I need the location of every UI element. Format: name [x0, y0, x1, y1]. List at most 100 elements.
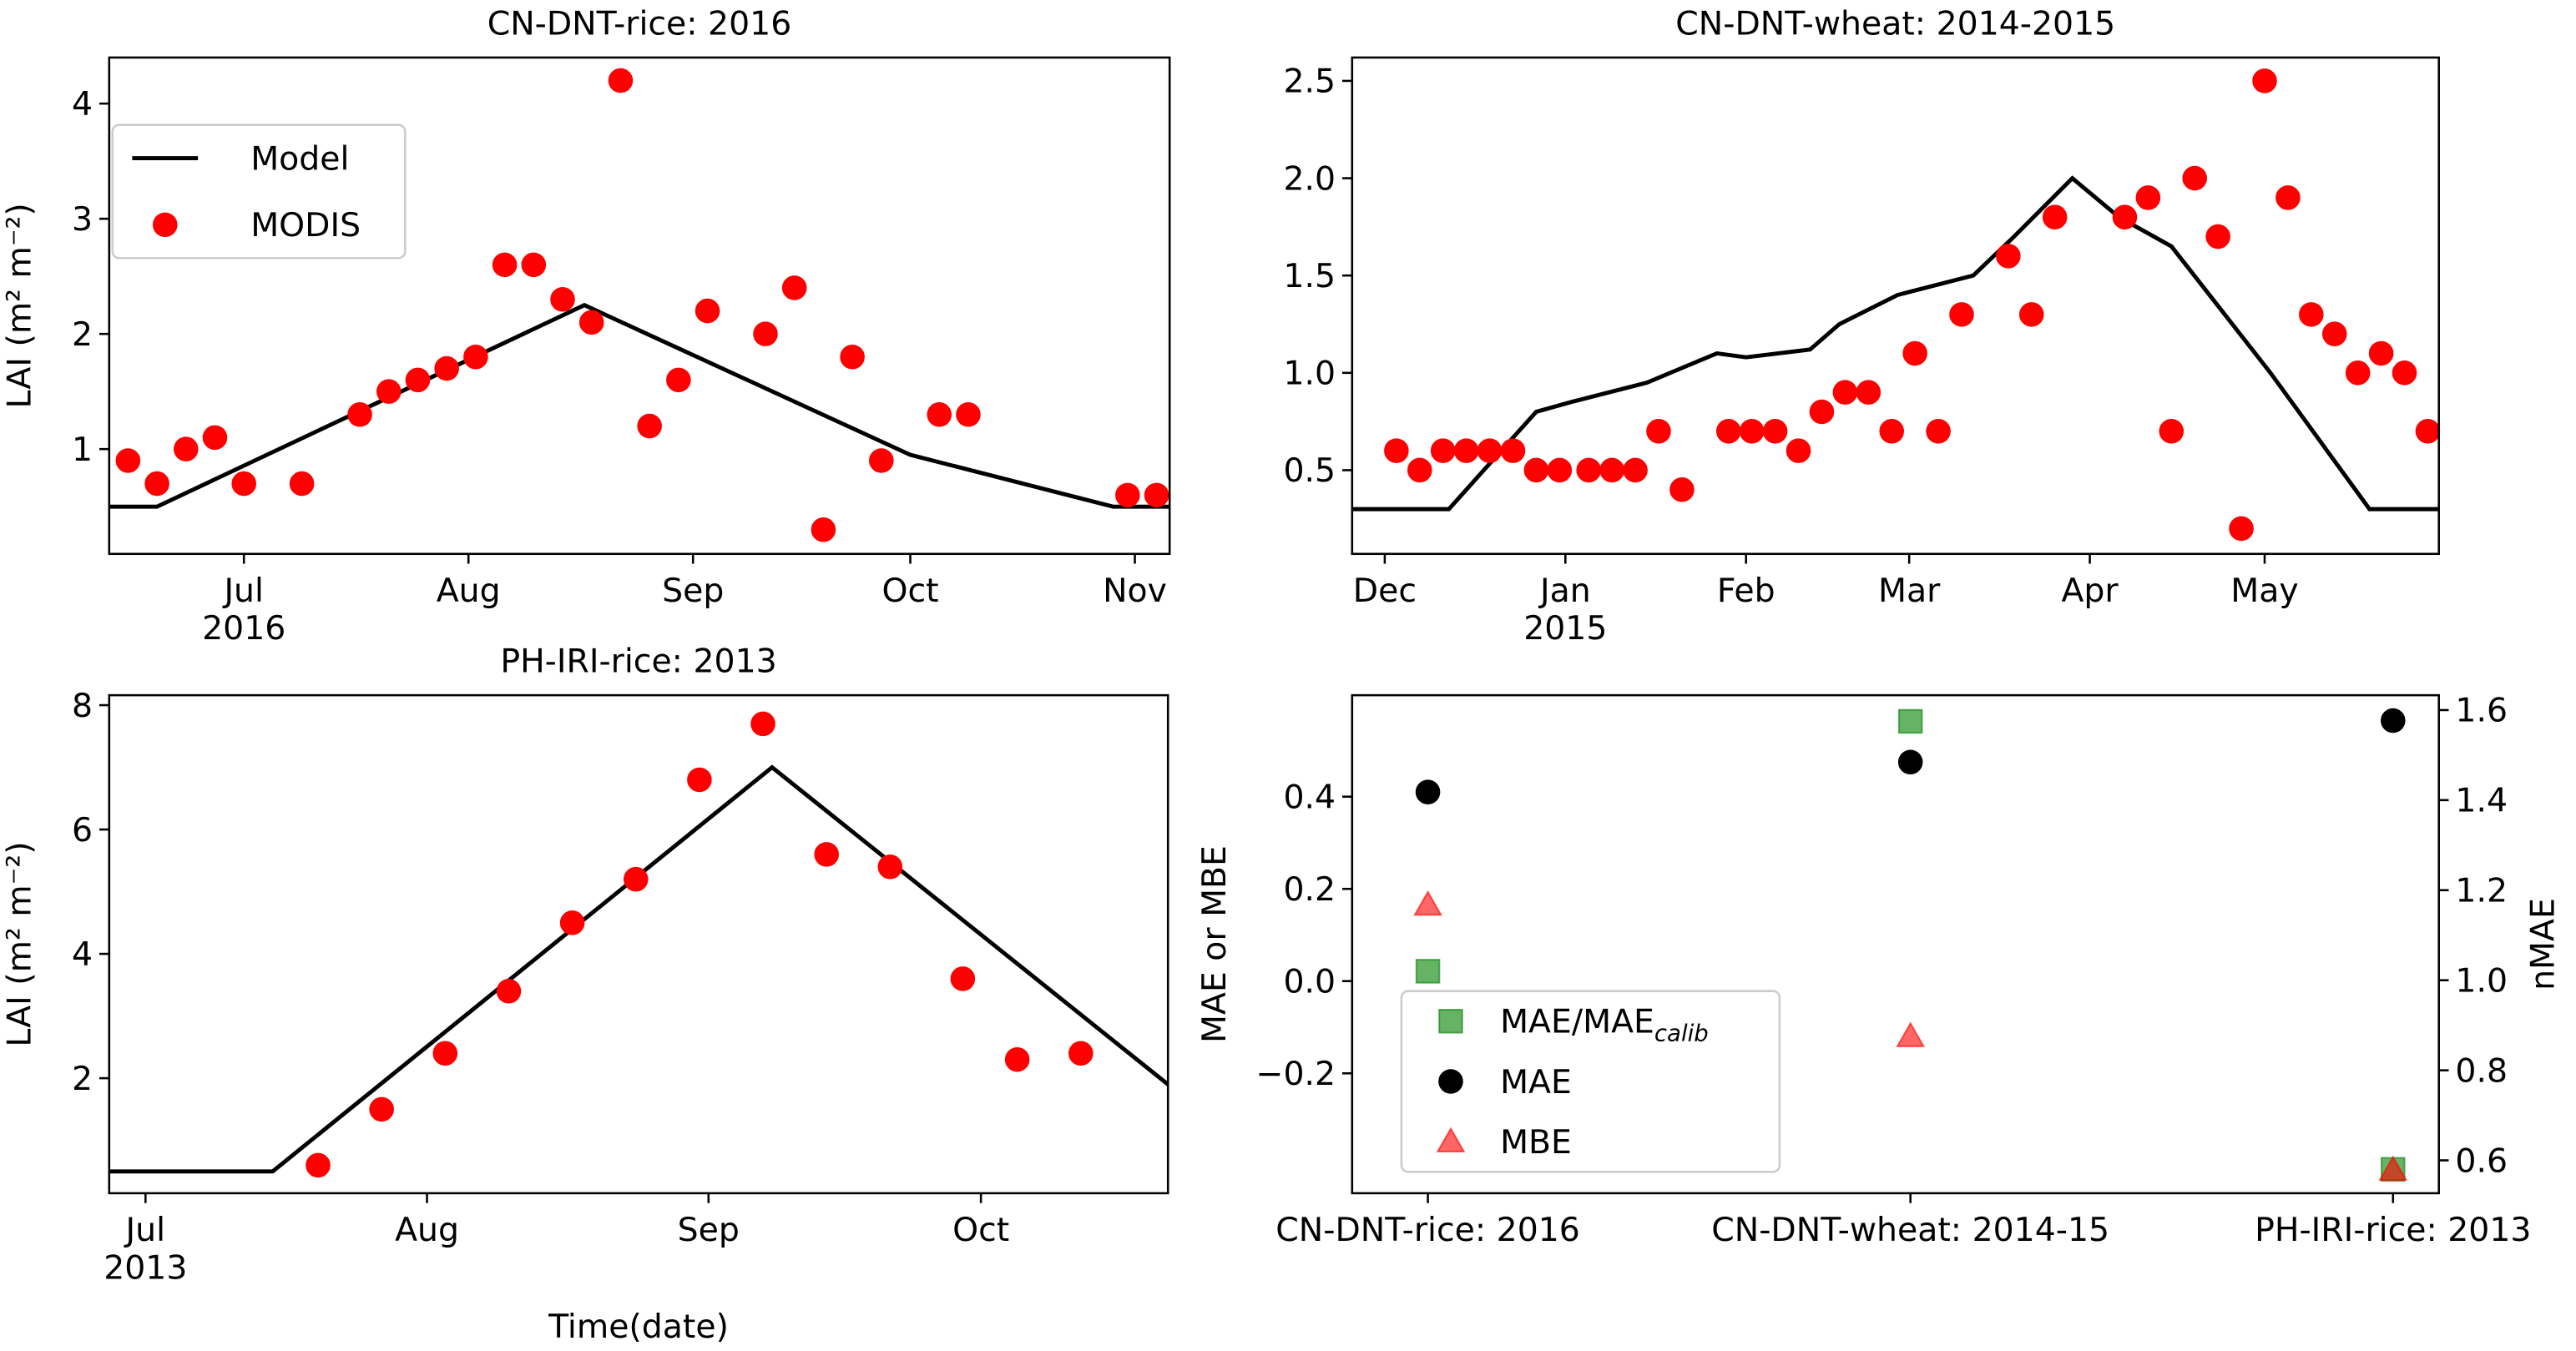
legend-label: MAE — [1500, 1063, 1572, 1101]
marker — [753, 321, 778, 346]
marker — [1786, 438, 1811, 463]
marker — [608, 68, 634, 93]
x-tick-label: Jul 2016 — [202, 572, 285, 648]
marker — [2392, 360, 2417, 386]
marker — [1407, 457, 1432, 483]
marker — [306, 1152, 331, 1178]
y2-tick-label: 1.6 — [2455, 692, 2508, 730]
marker — [623, 866, 649, 892]
marker — [1547, 457, 1573, 483]
marker — [153, 212, 178, 238]
plot-frame — [108, 56, 1171, 556]
marker — [1897, 749, 1923, 775]
marker — [1879, 419, 1904, 444]
marker — [578, 310, 604, 335]
marker — [1438, 1008, 1463, 1034]
marker — [2229, 516, 2254, 542]
marker — [231, 471, 256, 497]
marker — [1715, 419, 1741, 444]
x-axis-label: Time(date) — [548, 1308, 729, 1346]
marker — [1523, 457, 1549, 483]
y-tick-label: 0.4 — [1283, 778, 1336, 816]
marker — [666, 367, 691, 393]
y2-tick-label: 1.2 — [2455, 872, 2508, 910]
y2-axis-label: nMAE — [2524, 898, 2563, 991]
marker — [405, 367, 431, 393]
marker — [1949, 302, 1974, 327]
x-tick-label: Mar — [1878, 572, 1941, 610]
marker — [1897, 708, 1923, 734]
marker — [2182, 165, 2207, 191]
marker — [1599, 457, 1624, 483]
chart-title: CN-DNT-rice: 2016 — [487, 4, 792, 43]
marker — [559, 910, 585, 935]
marker — [695, 298, 720, 324]
y-tick-label: 0.5 — [1283, 451, 1336, 490]
y-tick-label: 1.0 — [1283, 355, 1336, 393]
x-tick-label: Aug — [437, 572, 501, 610]
marker — [144, 471, 169, 497]
marker — [781, 275, 807, 300]
marker — [1996, 244, 2021, 269]
marker — [1453, 438, 1479, 463]
marker — [877, 854, 903, 880]
y-tick-label: 8 — [72, 687, 93, 725]
x-tick-label: Jan 2015 — [1523, 572, 1607, 648]
model-line — [109, 302, 1170, 509]
legend-label: MBE — [1500, 1123, 1572, 1162]
marker — [432, 1041, 458, 1066]
marker — [1646, 419, 1671, 444]
marker — [1413, 890, 1443, 916]
x-tick-label: Feb — [1717, 572, 1775, 610]
marker — [2368, 340, 2394, 366]
marker — [1415, 959, 1441, 984]
legend-label-subscript: calib — [1654, 1019, 1709, 1046]
marker — [376, 379, 402, 404]
marker — [1438, 1069, 1463, 1094]
marker — [2415, 419, 2441, 444]
y-tick-label: 3 — [72, 200, 93, 239]
marker — [2252, 68, 2277, 93]
y-tick-label: −0.2 — [1255, 1055, 1336, 1093]
marker — [811, 517, 836, 542]
marker — [1477, 438, 1503, 463]
y-tick-label: 0.2 — [1283, 870, 1336, 909]
chart-title: CN-DNT-wheat: 2014-2015 — [1675, 4, 2115, 43]
chart-title: PH-IRI-rice: 2013 — [500, 643, 776, 681]
y-tick-label: 2 — [72, 315, 93, 354]
x-tick-label: May — [2230, 572, 2298, 610]
marker — [202, 425, 228, 451]
y-tick-label: 1.5 — [1283, 257, 1336, 295]
model-line — [1351, 175, 2439, 512]
y-tick-label: 2 — [72, 1060, 93, 1098]
marker — [2378, 1155, 2408, 1182]
plot-frame — [1351, 56, 2440, 556]
marker — [434, 355, 459, 381]
marker — [1762, 419, 1788, 444]
x-tick-label: Jul 2013 — [104, 1211, 187, 1287]
y2-tick-label: 0.6 — [2455, 1142, 2508, 1180]
marker — [2205, 224, 2230, 250]
y-tick-label: 2.0 — [1283, 159, 1336, 198]
marker — [1926, 419, 1951, 444]
marker — [174, 436, 199, 461]
marker — [637, 413, 662, 439]
marker — [1144, 482, 1169, 508]
legend-label: Model — [250, 139, 349, 178]
marker — [1115, 482, 1140, 508]
x-tick-label: Apr — [2062, 572, 2119, 610]
marker — [463, 344, 488, 370]
marker — [115, 448, 141, 473]
marker — [2345, 360, 2371, 386]
y2-tick-label: 1.0 — [2455, 961, 2508, 1000]
marker — [1004, 1046, 1030, 1072]
x-tick-label: Sep — [678, 1211, 740, 1249]
y-tick-label: 0.0 — [1283, 963, 1336, 1001]
x-tick-label: Dec — [1353, 572, 1417, 610]
marker — [492, 252, 518, 278]
marker — [1576, 457, 1602, 483]
marker — [1739, 419, 1765, 444]
y-tick-label: 4 — [72, 85, 93, 124]
